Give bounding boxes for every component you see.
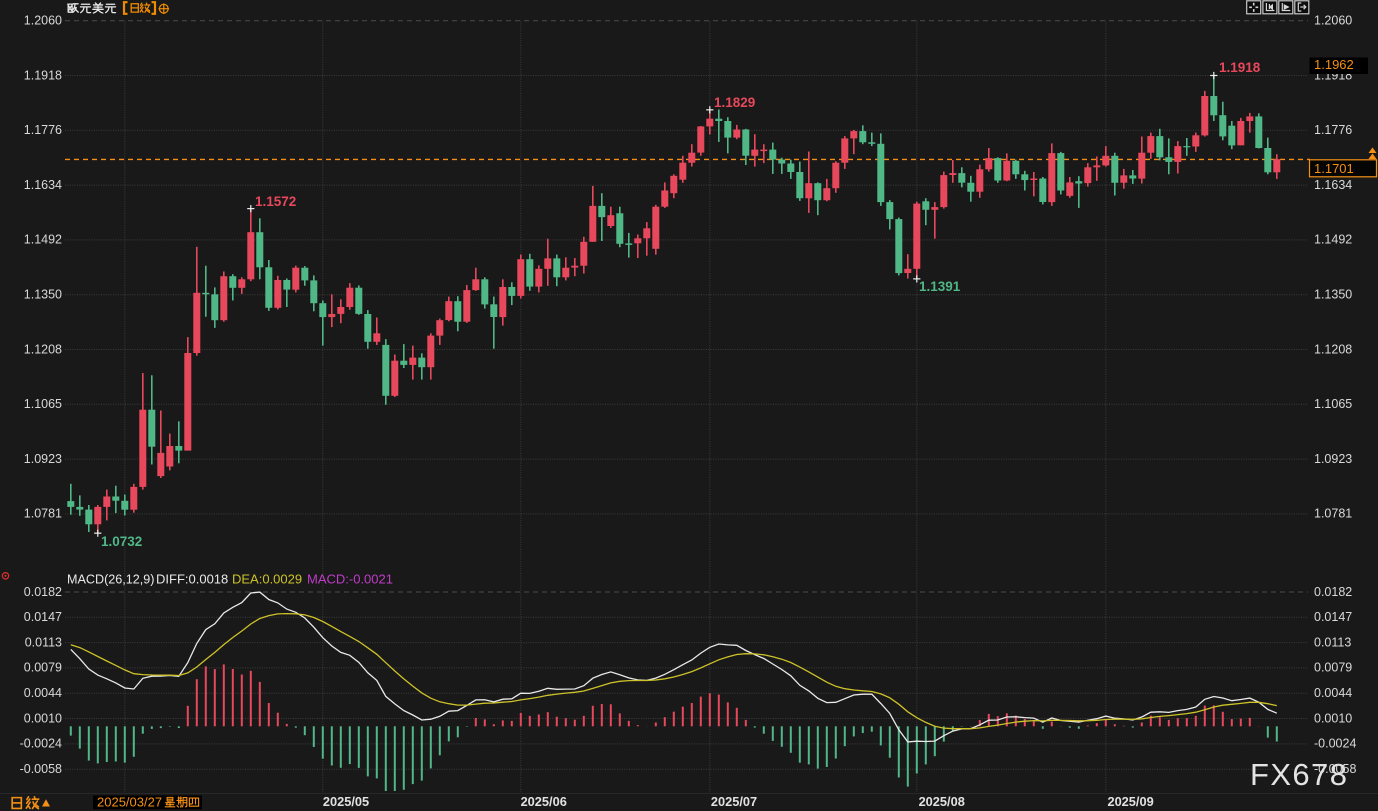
svg-text:2025/07: 2025/07 xyxy=(711,794,757,809)
svg-text:1.0923: 1.0923 xyxy=(1314,452,1352,466)
svg-text:1.0781: 1.0781 xyxy=(24,507,62,521)
svg-text:2025/08: 2025/08 xyxy=(919,794,965,809)
svg-text:2025/05: 2025/05 xyxy=(323,794,369,809)
svg-text:0.0147: 0.0147 xyxy=(24,610,62,624)
svg-text:0.0147: 0.0147 xyxy=(1314,610,1352,624)
svg-text:2025/06: 2025/06 xyxy=(521,794,567,809)
svg-text:1.1065: 1.1065 xyxy=(24,397,62,411)
svg-text:1.1391: 1.1391 xyxy=(919,279,961,294)
svg-text:0.0182: 0.0182 xyxy=(24,585,62,599)
svg-text:1.1634: 1.1634 xyxy=(24,178,62,192)
svg-text:1.2060: 1.2060 xyxy=(1314,14,1352,28)
svg-text:1.1065: 1.1065 xyxy=(1314,397,1352,411)
svg-text:1.2060: 1.2060 xyxy=(24,14,62,28)
svg-text:2025/03/27: 2025/03/27 xyxy=(97,795,162,810)
svg-text:1.1829: 1.1829 xyxy=(714,95,755,110)
svg-text:MACD:-0.0021: MACD:-0.0021 xyxy=(307,572,393,587)
svg-text:1.1962: 1.1962 xyxy=(1314,57,1354,72)
svg-text:0.0010: 0.0010 xyxy=(24,711,62,725)
svg-text:0.0044: 0.0044 xyxy=(24,686,62,700)
svg-text:0.0079: 0.0079 xyxy=(24,661,62,675)
svg-text:1.1918: 1.1918 xyxy=(24,68,62,82)
svg-text:1.0923: 1.0923 xyxy=(24,452,62,466)
svg-text:-0.0024: -0.0024 xyxy=(1314,737,1356,751)
svg-text:1.1492: 1.1492 xyxy=(24,233,62,247)
svg-text:DEA:0.0029: DEA:0.0029 xyxy=(232,572,302,587)
svg-text:1.0781: 1.0781 xyxy=(1314,507,1352,521)
svg-text:FX678: FX678 xyxy=(1250,757,1348,792)
svg-text:2025/09: 2025/09 xyxy=(1107,794,1153,809)
svg-text:1.1634: 1.1634 xyxy=(1314,178,1352,192)
svg-text:0.0044: 0.0044 xyxy=(1314,686,1352,700)
svg-text:1.1918: 1.1918 xyxy=(1219,60,1261,75)
svg-text:0.0113: 0.0113 xyxy=(25,635,62,649)
svg-text:MACD(26,12,9): MACD(26,12,9) xyxy=(67,573,155,587)
svg-text:1.1208: 1.1208 xyxy=(24,342,62,356)
svg-text:1.1208: 1.1208 xyxy=(1314,342,1352,356)
svg-text:0.0079: 0.0079 xyxy=(1314,661,1352,675)
svg-text:1.1776: 1.1776 xyxy=(24,123,62,137)
svg-text:0.0010: 0.0010 xyxy=(1314,711,1352,725)
svg-text:0.0113: 0.0113 xyxy=(1314,635,1351,649)
svg-text:0.0182: 0.0182 xyxy=(1314,585,1352,599)
svg-text:DIFF:0.0018: DIFF:0.0018 xyxy=(156,572,228,587)
svg-text:1.1492: 1.1492 xyxy=(1314,233,1352,247)
svg-text:1.1776: 1.1776 xyxy=(1314,123,1352,137)
svg-text:-0.0058: -0.0058 xyxy=(1314,762,1356,776)
svg-text:1.1350: 1.1350 xyxy=(24,288,62,302)
svg-text:1.1572: 1.1572 xyxy=(255,194,296,209)
svg-text:1.1350: 1.1350 xyxy=(1314,288,1352,302)
svg-text:1.1701: 1.1701 xyxy=(1314,161,1354,176)
svg-text:1.0732: 1.0732 xyxy=(101,534,142,549)
svg-text:-0.0058: -0.0058 xyxy=(20,762,62,776)
svg-text:-0.0024: -0.0024 xyxy=(20,737,62,751)
